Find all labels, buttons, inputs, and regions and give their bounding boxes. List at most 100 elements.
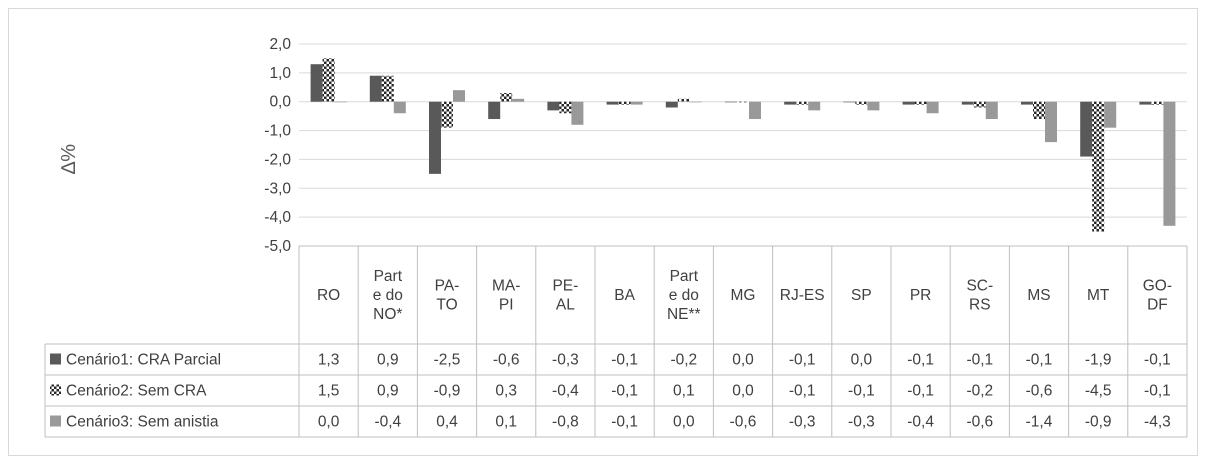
x-category-label: MA- <box>492 278 520 295</box>
bar <box>689 101 702 103</box>
x-category-label: RS <box>969 297 991 314</box>
x-category-label: PI <box>499 297 514 314</box>
data-table-value: 1,5 <box>318 383 340 400</box>
y-tick-label: 2,0 <box>269 36 291 53</box>
data-table-value: -0,1 <box>1144 352 1171 369</box>
y-tick-label: -5,0 <box>264 238 291 255</box>
data-table-value: -0,8 <box>552 414 579 431</box>
x-category-label: Part <box>670 268 699 285</box>
data-table-value: 0,9 <box>377 383 399 400</box>
legend-series-name: Cenário1: CRA Parcial <box>66 352 221 369</box>
x-category-label: DF <box>1147 297 1168 314</box>
data-table-value: -0,6 <box>730 414 757 431</box>
chart-frame: 2,0 1,0 0,0 -1,0 -2,0 -3,0 -4,0 -5,0 RO Part e do… <box>8 8 1198 456</box>
data-table-value: 0,0 <box>673 414 695 431</box>
data-table-value: -0,1 <box>1026 352 1053 369</box>
bar <box>322 58 335 102</box>
data-table-value: -0,1 <box>848 383 875 400</box>
x-category-label: MS <box>1027 287 1050 304</box>
bar <box>1139 101 1152 105</box>
bar <box>843 101 856 103</box>
data-table-value: 0,0 <box>732 352 754 369</box>
data-table-value: -0,1 <box>611 414 638 431</box>
bar <box>973 101 986 108</box>
data-table-value: -1,4 <box>1026 414 1053 431</box>
legend-series-name: Cenário2: Sem CRA <box>66 383 207 400</box>
data-table-value: 0,0 <box>318 414 340 431</box>
x-category-label: SP <box>851 287 872 304</box>
data-table-value: -1,9 <box>1085 352 1112 369</box>
bar <box>441 101 453 128</box>
data-table-value: 0,9 <box>377 352 399 369</box>
data-table-value: -0,2 <box>966 383 993 400</box>
bar <box>630 101 643 105</box>
bar <box>665 101 678 108</box>
data-table-value: -0,9 <box>1085 414 1112 431</box>
x-category-label: PR <box>910 287 932 304</box>
data-table-value: -0,2 <box>670 352 697 369</box>
y-axis-label: ∆% <box>58 144 80 174</box>
data-table-value: 0,3 <box>495 383 517 400</box>
bar <box>1151 101 1164 105</box>
x-category-label: TO <box>436 297 457 314</box>
bar <box>1080 101 1093 157</box>
bar <box>1045 101 1057 143</box>
data-table-value: -4,3 <box>1144 414 1171 431</box>
bar <box>725 101 737 103</box>
legend-key-swatch <box>50 353 61 365</box>
data-table-value: -0,1 <box>1144 383 1171 400</box>
x-category-label: BA <box>614 287 635 304</box>
data-table-value: -0,6 <box>493 352 520 369</box>
x-category-label: GO- <box>1143 278 1172 295</box>
legend-key-swatch <box>50 384 61 396</box>
bar <box>1104 101 1117 128</box>
data-table-value: 1,3 <box>318 352 340 369</box>
data-table-value: -0,1 <box>611 352 638 369</box>
data-table-value: 0,0 <box>851 352 873 369</box>
data-table-value: -0,4 <box>374 414 401 431</box>
bar <box>512 98 525 102</box>
bar <box>985 101 998 120</box>
data-table: RO Part e do NO* PA- TO MA- PI PE- AL BA Part e do NE… <box>44 245 1188 438</box>
bar <box>808 101 821 111</box>
data-table-value: -0,3 <box>552 352 579 369</box>
y-tick-label: 0,0 <box>269 94 291 111</box>
bar <box>749 101 761 120</box>
y-tick-label: -2,0 <box>264 151 291 168</box>
bars <box>310 58 1176 232</box>
bar <box>393 101 406 114</box>
x-category-label: e do <box>669 287 699 304</box>
x-category-label: NO* <box>373 306 402 323</box>
x-category-label: NE** <box>667 306 701 323</box>
bar <box>618 101 631 105</box>
bar <box>606 101 619 105</box>
x-category-label: SC- <box>966 278 993 295</box>
data-table-value: -0,1 <box>966 352 993 369</box>
x-category-label: RO <box>317 287 340 304</box>
data-table-value: 0,1 <box>673 383 695 400</box>
data-table-value: -2,5 <box>434 352 461 369</box>
legend-series-name: Cenário3: Sem anistia <box>66 414 219 431</box>
x-category-label: MG <box>731 287 756 304</box>
x-category-label: RJ-ES <box>780 287 825 304</box>
x-category-label: MT <box>1087 287 1110 304</box>
data-table-value: -0,4 <box>907 414 934 431</box>
bar <box>453 90 465 102</box>
data-table-value: -0,9 <box>434 383 461 400</box>
bar <box>488 101 501 120</box>
data-table-value: 0,0 <box>732 383 754 400</box>
data-table-value: -0,6 <box>1026 383 1053 400</box>
y-tick-label: 1,0 <box>269 65 291 82</box>
data-table-value: -0,1 <box>907 383 934 400</box>
bar <box>926 101 939 114</box>
y-tick-label: -4,0 <box>264 209 291 226</box>
data-table-value: -0,4 <box>552 383 579 400</box>
bar <box>500 93 513 102</box>
bar <box>855 101 868 105</box>
bar <box>381 75 394 102</box>
bar <box>559 101 572 114</box>
x-category-label: e do <box>373 287 403 304</box>
y-tick-label: -1,0 <box>264 123 291 140</box>
y-axis: 2,0 1,0 0,0 -1,0 -2,0 -3,0 -4,0 -5,0 <box>264 36 291 255</box>
bar <box>961 101 974 105</box>
